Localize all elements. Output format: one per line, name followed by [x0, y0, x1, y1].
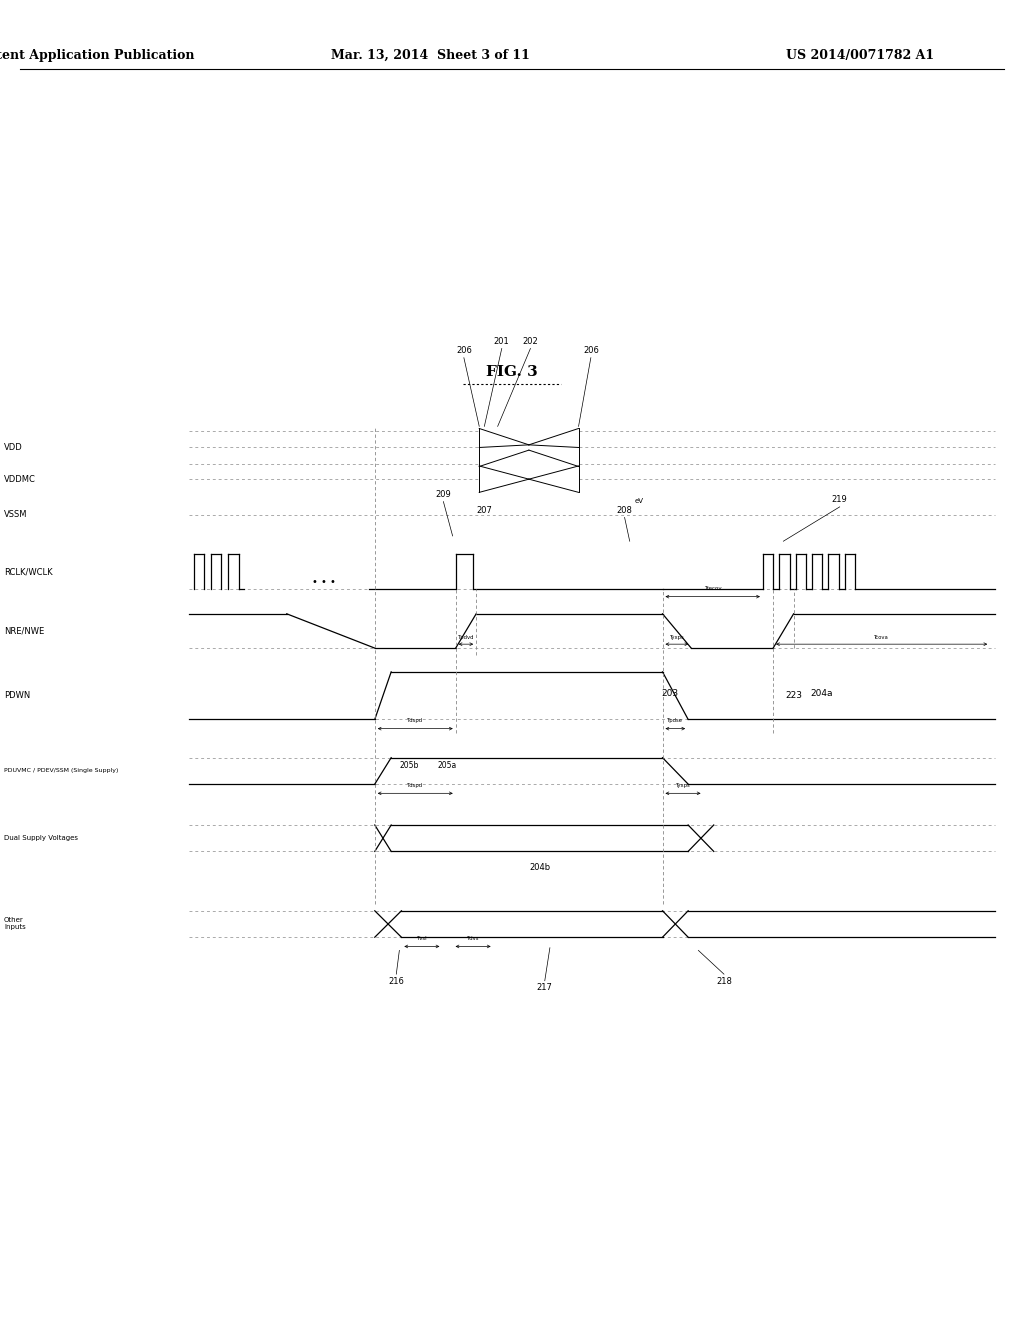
Text: 223: 223: [785, 692, 802, 700]
Text: 205b: 205b: [400, 762, 419, 770]
Text: Tdvs: Tdvs: [467, 936, 479, 941]
Text: Patent Application Publication: Patent Application Publication: [0, 49, 195, 62]
Text: 201: 201: [494, 337, 510, 346]
Text: 218: 218: [716, 977, 732, 986]
Text: 206: 206: [456, 346, 472, 355]
Text: • • •: • • •: [312, 577, 336, 587]
Text: 202: 202: [522, 337, 539, 346]
Text: 217: 217: [537, 983, 553, 993]
Text: US 2014/0071782 A1: US 2014/0071782 A1: [786, 49, 934, 62]
Text: Dual Supply Voltages: Dual Supply Voltages: [4, 836, 78, 841]
Text: 206: 206: [583, 346, 599, 355]
Text: 219: 219: [831, 495, 848, 504]
Text: 204a: 204a: [811, 689, 834, 697]
Text: 216: 216: [388, 977, 404, 986]
Text: 208: 208: [616, 506, 633, 515]
Text: Trecov: Trecov: [703, 586, 722, 591]
Text: 204b: 204b: [529, 863, 550, 871]
Text: 209: 209: [435, 490, 452, 499]
Text: Tvsl: Tvsl: [417, 936, 427, 941]
Text: VSSM: VSSM: [4, 511, 28, 519]
Text: 205a: 205a: [438, 762, 457, 770]
Text: Tpdse: Tpdse: [668, 718, 683, 723]
Text: Other
Inputs: Other Inputs: [4, 917, 26, 931]
Text: Tdspd: Tdspd: [408, 718, 423, 723]
Text: 207: 207: [476, 506, 493, 515]
Text: 203: 203: [660, 689, 678, 697]
Text: Mar. 13, 2014  Sheet 3 of 11: Mar. 13, 2014 Sheet 3 of 11: [331, 49, 529, 62]
Text: NRE/NWE: NRE/NWE: [4, 627, 44, 635]
Text: VDD: VDD: [4, 444, 23, 451]
Text: Tpdvd: Tpdvd: [458, 635, 474, 640]
Text: VDDMC: VDDMC: [4, 475, 36, 483]
Text: FIG. 3: FIG. 3: [486, 366, 538, 379]
Text: RCLK/WCLK: RCLK/WCLK: [4, 568, 52, 576]
Text: Tyxps: Tyxps: [670, 635, 684, 640]
Text: Tdspd: Tdspd: [408, 783, 423, 788]
Text: eV: eV: [635, 498, 644, 504]
Text: PDUVMC / PDEV/SSM (Single Supply): PDUVMC / PDEV/SSM (Single Supply): [4, 768, 119, 774]
Text: Tyxps: Tyxps: [676, 783, 690, 788]
Text: Tcova: Tcova: [874, 635, 889, 640]
Text: PDWN: PDWN: [4, 692, 31, 700]
